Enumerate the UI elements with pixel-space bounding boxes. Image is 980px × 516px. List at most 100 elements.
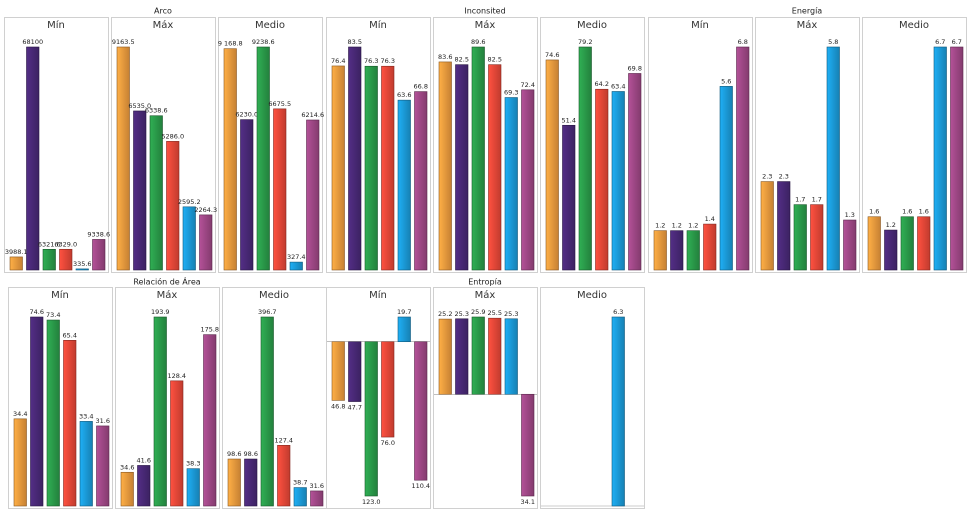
value-label: 1.4 [705, 215, 715, 223]
bar [348, 46, 362, 271]
value-label: 83.5 [348, 38, 362, 46]
value-label: 25.9 [471, 308, 485, 316]
value-label: 64.2 [595, 80, 609, 88]
bar [521, 393, 535, 497]
value-label: 6.7 [952, 38, 962, 46]
value-label: 76.3 [364, 57, 378, 65]
bar [381, 341, 395, 438]
panel-title: Medio [577, 290, 607, 301]
value-label: 2595.2 [178, 198, 201, 206]
bar [59, 248, 73, 271]
value-label: 327.4 [287, 253, 306, 261]
value-label: 74.6 [30, 308, 44, 316]
value-label: 110.4 [411, 482, 430, 490]
value-label: 1.6 [869, 208, 879, 216]
bar [79, 421, 93, 507]
value-label: 6.3 [613, 308, 623, 316]
value-label: 73.4 [46, 311, 60, 319]
value-label: 38.7 [293, 479, 307, 487]
bar [364, 65, 378, 271]
value-label: 5.6 [721, 77, 731, 85]
bar [488, 64, 502, 271]
value-label: 2264.3 [194, 206, 217, 214]
value-label: 335.6 [73, 260, 92, 268]
panel-title: Máx [153, 19, 174, 31]
bar [26, 46, 40, 271]
value-label: 2.3 [779, 173, 789, 181]
bar [96, 425, 110, 507]
panel [540, 287, 645, 509]
panel-title: Máx [475, 289, 496, 301]
value-label: 128.4 [167, 372, 186, 380]
bar [331, 65, 345, 271]
value-label: 82.5 [488, 56, 502, 64]
value-label: 6.7 [935, 38, 945, 46]
bar [917, 216, 931, 271]
bar [133, 110, 147, 271]
bar [810, 204, 824, 271]
bar [289, 261, 303, 271]
bar [628, 73, 642, 271]
panel-title: Medio [899, 20, 929, 31]
bar [397, 316, 411, 343]
bar [686, 230, 700, 271]
panel-title: Medio [255, 20, 285, 31]
value-label: 51.4 [562, 116, 576, 124]
panel-title: Mín [369, 289, 387, 301]
value-label: 9163.5 [112, 38, 135, 46]
value-label: 31.6 [96, 417, 110, 425]
bar [42, 248, 56, 271]
value-label: 89.6 [471, 38, 485, 46]
bar [75, 268, 89, 271]
bar [455, 318, 469, 395]
bar [545, 59, 559, 271]
value-label: 6675.5 [268, 100, 291, 108]
bar [950, 46, 964, 271]
bar [471, 316, 485, 395]
bar [137, 465, 151, 507]
value-label: 79.2 [578, 38, 592, 46]
panel-title: Mín [51, 289, 69, 301]
bar [381, 65, 395, 271]
value-label: 69.8 [628, 64, 642, 72]
value-label: 83.6 [438, 53, 452, 61]
panel-title: Máx [157, 289, 178, 301]
bar [397, 99, 411, 271]
bar [348, 341, 362, 402]
bar [30, 316, 44, 507]
bar [867, 216, 881, 271]
value-label: 9238.6 [252, 38, 275, 46]
bar [273, 108, 287, 271]
bar [653, 230, 667, 271]
bar [331, 341, 345, 401]
group-title: Entropía [468, 278, 502, 287]
bar [9, 256, 23, 271]
panel-title: Mín [369, 19, 387, 31]
bar [611, 91, 625, 271]
bar [578, 46, 592, 271]
panel-title: Máx [475, 19, 496, 31]
value-label: 6321.6 [38, 240, 61, 248]
value-label: 76.4 [331, 57, 345, 65]
bar [793, 204, 807, 271]
bar [703, 223, 717, 271]
bar [240, 119, 254, 271]
bar [933, 46, 947, 271]
bar [166, 141, 180, 271]
bar [293, 487, 307, 507]
bar [223, 48, 237, 271]
panel [4, 17, 109, 273]
bar [521, 89, 535, 271]
bar [92, 239, 106, 271]
bar [116, 46, 130, 271]
value-label: 1.2 [886, 221, 896, 229]
bar [438, 61, 452, 271]
value-label: 396.7 [258, 308, 277, 316]
panel-title: Medio [259, 290, 289, 301]
value-label: 6230.0 [235, 111, 258, 119]
bar [595, 88, 609, 271]
bar [670, 230, 684, 271]
value-label: 33.4 [79, 412, 93, 420]
value-label: 98.6 [244, 450, 258, 458]
